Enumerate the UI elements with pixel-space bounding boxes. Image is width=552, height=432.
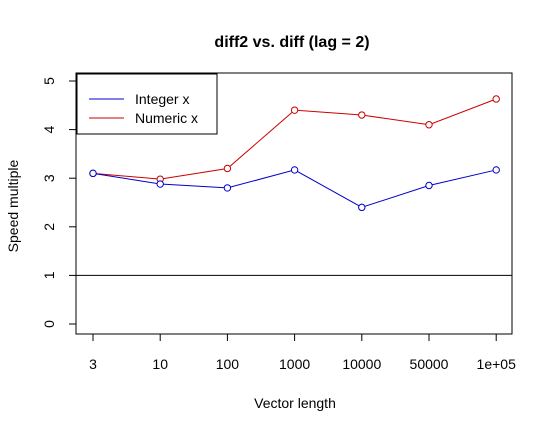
y-tick-label: 0: [41, 320, 57, 328]
data-point: [358, 111, 366, 119]
data-point: [425, 181, 433, 190]
x-tick-label: 1000: [279, 356, 310, 372]
legend-label: Numeric x: [135, 110, 198, 126]
x-axis: 3 10 100 1000 10000 50000 1e+05: [89, 333, 517, 372]
y-tick-label: 4: [41, 125, 57, 133]
data-point: [425, 121, 433, 129]
y-tick-label: 2: [41, 223, 57, 231]
series-group: [89, 95, 500, 212]
x-tick-label: 100: [216, 356, 240, 372]
data-point: [223, 164, 232, 173]
x-tick-label: 3: [89, 356, 97, 372]
y-tick-label: 1: [41, 271, 57, 279]
data-point: [89, 169, 97, 178]
y-tick-label: 3: [41, 174, 57, 182]
legend: Integer x Numeric x: [76, 73, 218, 135]
legend-label: Integer x: [135, 91, 189, 107]
data-point: [290, 106, 299, 114]
y-axis-label: Speed multiple: [5, 159, 21, 252]
x-tick-label: 10000: [342, 356, 381, 372]
data-point: [358, 203, 366, 212]
data-point: [492, 166, 500, 174]
legend-box: [76, 73, 218, 135]
chart-title: diff2 vs. diff (lag = 2): [214, 34, 369, 51]
y-axis: 0 1 2 3 4 5: [41, 77, 77, 328]
x-tick-label: 50000: [410, 356, 449, 372]
data-point: [223, 184, 232, 192]
data-point: [290, 166, 299, 174]
data-point: [492, 95, 500, 103]
x-tick-label: 1e+05: [477, 356, 517, 372]
data-point: [156, 180, 164, 188]
y-tick-label: 5: [41, 77, 57, 85]
x-tick-label: 10: [152, 356, 168, 372]
x-axis-label: Vector length: [254, 395, 336, 411]
